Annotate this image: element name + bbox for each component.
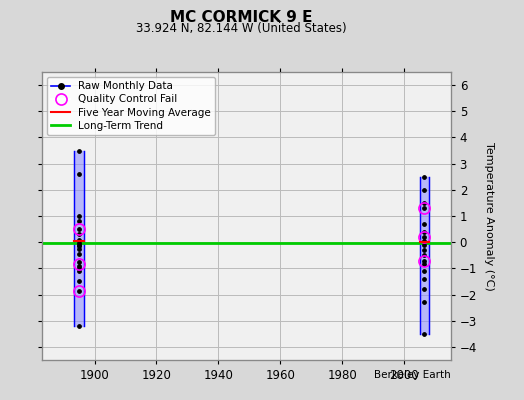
Point: [75, 236, 83, 243]
Point: [75, 213, 83, 219]
Point: [420, 268, 429, 274]
Point: [75, 323, 83, 329]
Point: [420, 228, 429, 235]
Point: [75, 243, 83, 249]
Point: [75, 218, 83, 224]
Point: [75, 259, 83, 265]
Text: Berkeley Earth: Berkeley Earth: [374, 370, 451, 380]
Point: [420, 200, 429, 206]
Point: [420, 205, 429, 211]
Point: [420, 234, 429, 240]
Y-axis label: Temperature Anomaly (°C): Temperature Anomaly (°C): [484, 142, 494, 290]
Point: [420, 299, 429, 306]
Point: [75, 171, 83, 177]
Point: [75, 226, 83, 232]
Point: [75, 147, 83, 154]
Point: [420, 257, 429, 264]
Point: [75, 240, 83, 247]
Point: [75, 288, 83, 294]
Point: [420, 247, 429, 253]
Point: [420, 221, 429, 227]
Point: [420, 261, 429, 268]
Point: [420, 286, 429, 292]
Point: [420, 242, 429, 248]
Point: [75, 242, 83, 248]
Point: [75, 265, 83, 272]
Point: [75, 278, 83, 285]
Text: 33.924 N, 82.144 W (United States): 33.924 N, 82.144 W (United States): [136, 22, 346, 35]
Point: [420, 187, 429, 193]
Point: [420, 238, 429, 244]
Point: [75, 262, 83, 269]
Point: [75, 268, 83, 274]
Legend: Raw Monthly Data, Quality Control Fail, Five Year Moving Average, Long-Term Tren: Raw Monthly Data, Quality Control Fail, …: [47, 77, 215, 135]
Point: [420, 276, 429, 282]
Text: MC CORMICK 9 E: MC CORMICK 9 E: [170, 10, 312, 25]
Point: [420, 331, 429, 337]
Point: [75, 251, 83, 257]
Point: [75, 246, 83, 252]
Point: [420, 252, 429, 258]
Point: [75, 231, 83, 238]
Point: [420, 174, 429, 180]
